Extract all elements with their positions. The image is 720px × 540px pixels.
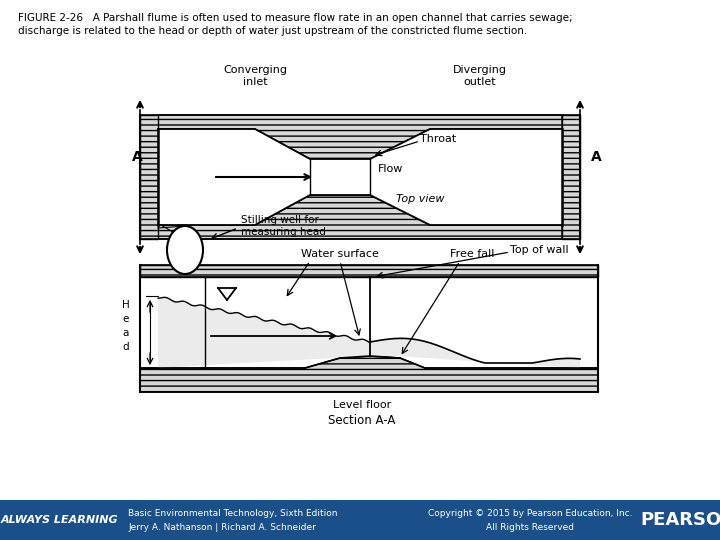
Text: Basic Environmental Technology, Sixth Edition: Basic Environmental Technology, Sixth Ed… — [128, 510, 338, 518]
Text: Jerry A. Nathanson | Richard A. Schneider: Jerry A. Nathanson | Richard A. Schneide… — [128, 523, 316, 532]
Polygon shape — [158, 129, 562, 225]
Text: Free fall: Free fall — [450, 249, 495, 259]
Polygon shape — [140, 115, 158, 239]
Text: Converging
inlet: Converging inlet — [223, 65, 287, 87]
Text: Top of wall: Top of wall — [510, 245, 569, 255]
Text: a: a — [123, 328, 129, 338]
Text: d: d — [122, 342, 130, 352]
Text: FIGURE 2-26   A Parshall flume is often used to measure flow rate in an open cha: FIGURE 2-26 A Parshall flume is often us… — [18, 13, 572, 36]
Text: Level floor: Level floor — [333, 400, 391, 410]
Polygon shape — [158, 297, 370, 368]
Bar — [0, 500, 720, 540]
Text: Stilling well for
measuring head: Stilling well for measuring head — [241, 215, 326, 237]
Text: H: H — [122, 300, 130, 310]
Polygon shape — [140, 356, 598, 392]
Text: All Rights Reserved: All Rights Reserved — [486, 523, 574, 532]
Text: PEARSON: PEARSON — [640, 511, 720, 529]
Text: A: A — [132, 150, 143, 164]
Polygon shape — [158, 195, 562, 239]
Ellipse shape — [167, 226, 203, 274]
Text: Water surface: Water surface — [301, 249, 379, 259]
Text: Top view: Top view — [396, 194, 444, 204]
Polygon shape — [370, 339, 580, 368]
Polygon shape — [140, 265, 598, 277]
Text: e: e — [123, 314, 129, 324]
Text: Throat: Throat — [420, 134, 456, 144]
Text: Diverging
outlet: Diverging outlet — [453, 65, 507, 87]
Text: Flow: Flow — [378, 164, 403, 174]
Text: ALWAYS LEARNING: ALWAYS LEARNING — [1, 515, 119, 525]
Polygon shape — [158, 115, 562, 159]
Text: Section A-A: Section A-A — [328, 414, 396, 427]
Polygon shape — [562, 115, 580, 239]
Text: A: A — [590, 150, 601, 164]
Text: Copyright © 2015 by Pearson Education, Inc.: Copyright © 2015 by Pearson Education, I… — [428, 510, 632, 518]
